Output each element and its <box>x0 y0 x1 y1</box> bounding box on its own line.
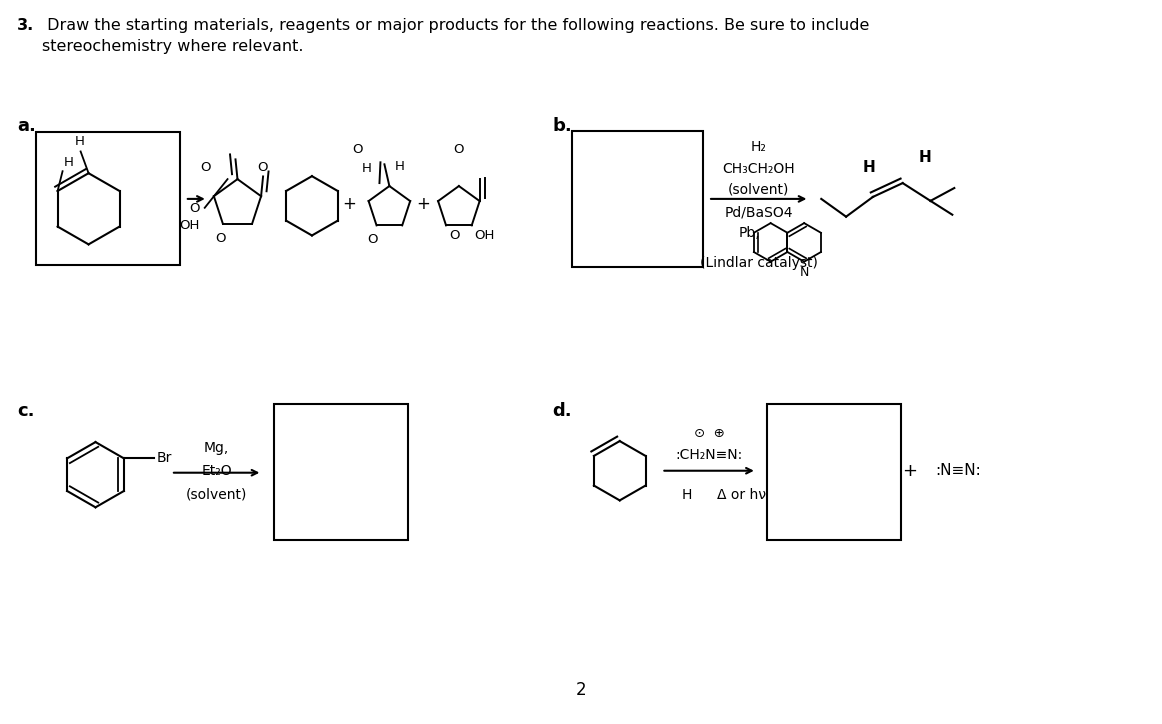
Text: H: H <box>64 156 73 169</box>
Bar <box>572 131 703 267</box>
Text: 3.: 3. <box>17 18 35 33</box>
Text: O: O <box>367 233 378 246</box>
Text: Br: Br <box>157 451 172 466</box>
Text: Δ or hν: Δ or hν <box>717 489 766 502</box>
Text: (solvent): (solvent) <box>186 487 248 502</box>
Text: b.: b. <box>552 117 572 135</box>
Text: 2: 2 <box>575 681 587 699</box>
Text: O: O <box>189 202 200 215</box>
Text: OH: OH <box>475 230 495 243</box>
Text: :CH₂N≡N:: :CH₂N≡N: <box>675 448 743 462</box>
Text: Et₂O: Et₂O <box>201 464 232 478</box>
Text: Mg,: Mg, <box>205 441 229 455</box>
Text: O: O <box>449 230 459 243</box>
Text: O: O <box>201 161 211 174</box>
Text: H: H <box>918 151 931 165</box>
Text: (Lindlar catalyst): (Lindlar catalyst) <box>700 256 818 270</box>
Text: Pb,: Pb, <box>739 225 760 240</box>
Bar <box>36 132 180 265</box>
Text: O: O <box>352 143 363 156</box>
Text: +: + <box>343 195 357 213</box>
Text: :N≡N:: :N≡N: <box>935 463 981 479</box>
Text: a.: a. <box>17 117 36 135</box>
Text: H₂: H₂ <box>751 140 767 154</box>
Text: c.: c. <box>17 402 35 419</box>
Text: O: O <box>257 161 267 174</box>
Bar <box>274 403 408 540</box>
Text: H: H <box>682 489 693 502</box>
Text: H: H <box>394 160 404 173</box>
Text: Draw the starting materials, reagents or major products for the following reacti: Draw the starting materials, reagents or… <box>42 18 869 54</box>
Text: +: + <box>902 462 917 480</box>
Text: ⊙  ⊕: ⊙ ⊕ <box>694 426 724 439</box>
Text: H: H <box>862 160 875 175</box>
Text: CH₃CH₂OH: CH₃CH₂OH <box>723 162 795 176</box>
Text: O: O <box>453 143 464 156</box>
Text: +: + <box>416 195 430 213</box>
Text: N: N <box>799 266 809 279</box>
Text: H: H <box>361 162 372 175</box>
Bar <box>767 403 901 540</box>
Text: Pd/BaSO4: Pd/BaSO4 <box>724 206 792 220</box>
Text: d.: d. <box>552 402 572 419</box>
Text: H: H <box>74 135 85 148</box>
Text: OH: OH <box>179 219 200 232</box>
Text: (solvent): (solvent) <box>729 182 789 196</box>
Text: O: O <box>216 232 227 245</box>
